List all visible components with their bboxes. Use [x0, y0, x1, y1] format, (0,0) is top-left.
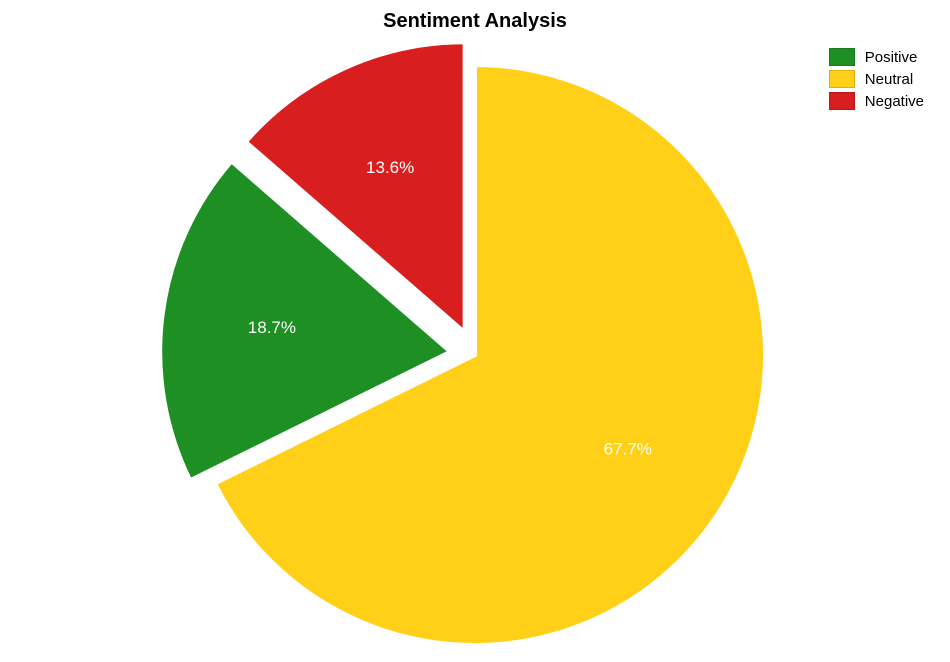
slice-label-positive: 18.7%	[248, 318, 296, 337]
legend-label-negative: Negative	[865, 93, 924, 110]
legend-label-positive: Positive	[865, 49, 918, 66]
legend-label-neutral: Neutral	[865, 71, 913, 88]
legend-swatch-neutral	[829, 70, 855, 88]
legend-item-positive: Positive	[829, 48, 924, 66]
legend: Positive Neutral Negative	[829, 48, 924, 114]
slice-label-negative: 13.6%	[366, 158, 414, 177]
legend-item-neutral: Neutral	[829, 70, 924, 88]
pie-chart: 67.7% 18.7% 13.6%	[0, 0, 950, 662]
legend-swatch-positive	[829, 48, 855, 66]
legend-item-negative: Negative	[829, 92, 924, 110]
slice-label-neutral: 67.7%	[604, 439, 652, 458]
legend-swatch-negative	[829, 92, 855, 110]
